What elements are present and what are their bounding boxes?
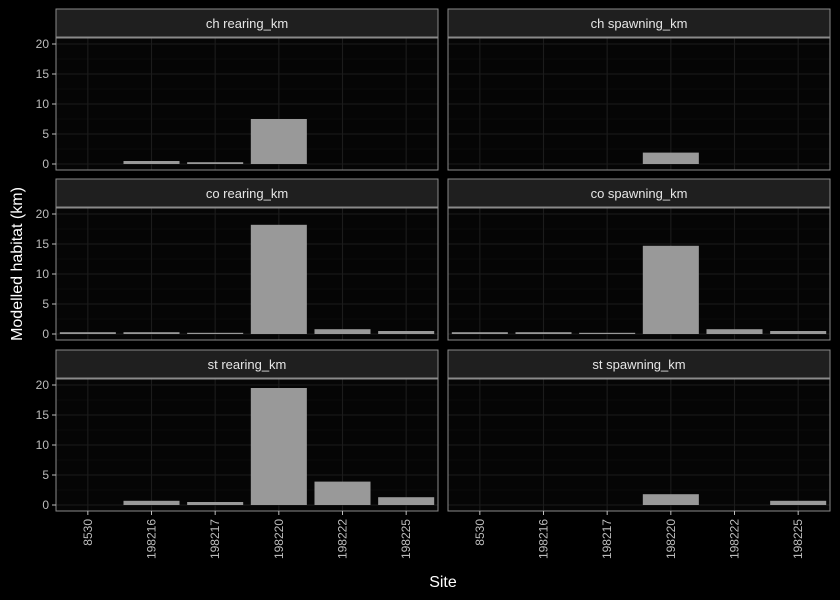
panel-border <box>447 37 831 171</box>
bar <box>451 332 508 334</box>
bar <box>515 332 572 334</box>
facet-strip <box>55 8 439 38</box>
y-tick-label: 20 <box>36 207 50 221</box>
x-tick-label: 8530 <box>81 519 95 546</box>
panel-border <box>447 207 831 341</box>
facet-strip-label: co rearing_km <box>206 186 288 201</box>
y-tick-label: 15 <box>36 408 50 422</box>
x-tick-label: 198216 <box>145 519 159 559</box>
facet-panel: ch rearing_km 0 5 10 15 20 <box>36 8 439 171</box>
facet-strip-label: co spawning_km <box>591 186 688 201</box>
y-tick-label: 15 <box>36 67 50 81</box>
x-axis: 8530 198216 198217 198220 198222 198225 8530 19… <box>81 511 805 559</box>
bar <box>123 332 180 334</box>
bar <box>642 152 699 164</box>
y-tick-label: 10 <box>36 267 50 281</box>
bar <box>579 332 636 334</box>
bar <box>123 500 180 505</box>
y-tick-label: 5 <box>42 127 49 141</box>
bar <box>123 161 180 164</box>
bar <box>250 119 307 164</box>
y-tick-label: 0 <box>42 327 49 341</box>
x-tick-label: 198222 <box>336 519 350 559</box>
y-tick-label: 20 <box>36 37 50 51</box>
facet-strip <box>447 178 831 208</box>
y-tick-label: 15 <box>36 237 50 251</box>
facet-strip-label: ch rearing_km <box>206 16 288 31</box>
facet-panel: co spawning_km <box>447 178 831 341</box>
facet-strip <box>447 349 831 379</box>
facet-panel: st spawning_km <box>447 349 831 512</box>
bar <box>250 224 307 334</box>
x-tick-label: 198220 <box>664 519 678 559</box>
x-tick-label: 198222 <box>728 519 742 559</box>
x-axis-title: Site <box>429 574 457 591</box>
y-tick-label: 5 <box>42 468 49 482</box>
y-tick-label: 0 <box>42 157 49 171</box>
bar <box>187 162 244 164</box>
bar <box>314 329 371 334</box>
x-tick-label: 8530 <box>473 519 487 546</box>
x-tick-label: 198217 <box>208 519 222 559</box>
bar <box>59 332 116 334</box>
x-tick-label: 198217 <box>600 519 614 559</box>
facet-strip-label: st spawning_km <box>592 357 685 372</box>
bar <box>187 332 244 334</box>
panel-border <box>447 378 831 512</box>
bar <box>770 331 827 334</box>
bar <box>378 497 435 505</box>
y-tick-label: 0 <box>42 498 49 512</box>
x-tick-label: 198225 <box>399 519 413 559</box>
bar <box>250 388 307 505</box>
y-axis-title: Modelled habitat (km) <box>9 187 26 341</box>
x-tick-label: 198216 <box>537 519 551 559</box>
facet-strip <box>55 178 439 208</box>
bar <box>187 502 244 505</box>
facet-panel: co rearing_km 0 5 10 15 20 <box>36 178 439 341</box>
x-tick-label: 198220 <box>272 519 286 559</box>
bar <box>314 481 371 505</box>
facet-strip <box>447 8 831 38</box>
bar <box>706 329 763 334</box>
y-tick-label: 20 <box>36 378 50 392</box>
facet-strip <box>55 349 439 379</box>
facet-panel: st rearing_km 0 5 10 15 20 <box>36 349 439 512</box>
bar <box>378 331 435 334</box>
bar <box>770 500 827 505</box>
facet-strip-label: ch spawning_km <box>591 16 688 31</box>
bar <box>642 494 699 505</box>
facet-panel: ch spawning_km <box>447 8 831 171</box>
y-tick-label: 5 <box>42 297 49 311</box>
bar <box>642 245 699 334</box>
y-tick-label: 10 <box>36 97 50 111</box>
y-tick-label: 10 <box>36 438 50 452</box>
x-tick-label: 198225 <box>791 519 805 559</box>
facet-strip-label: st rearing_km <box>208 357 287 372</box>
